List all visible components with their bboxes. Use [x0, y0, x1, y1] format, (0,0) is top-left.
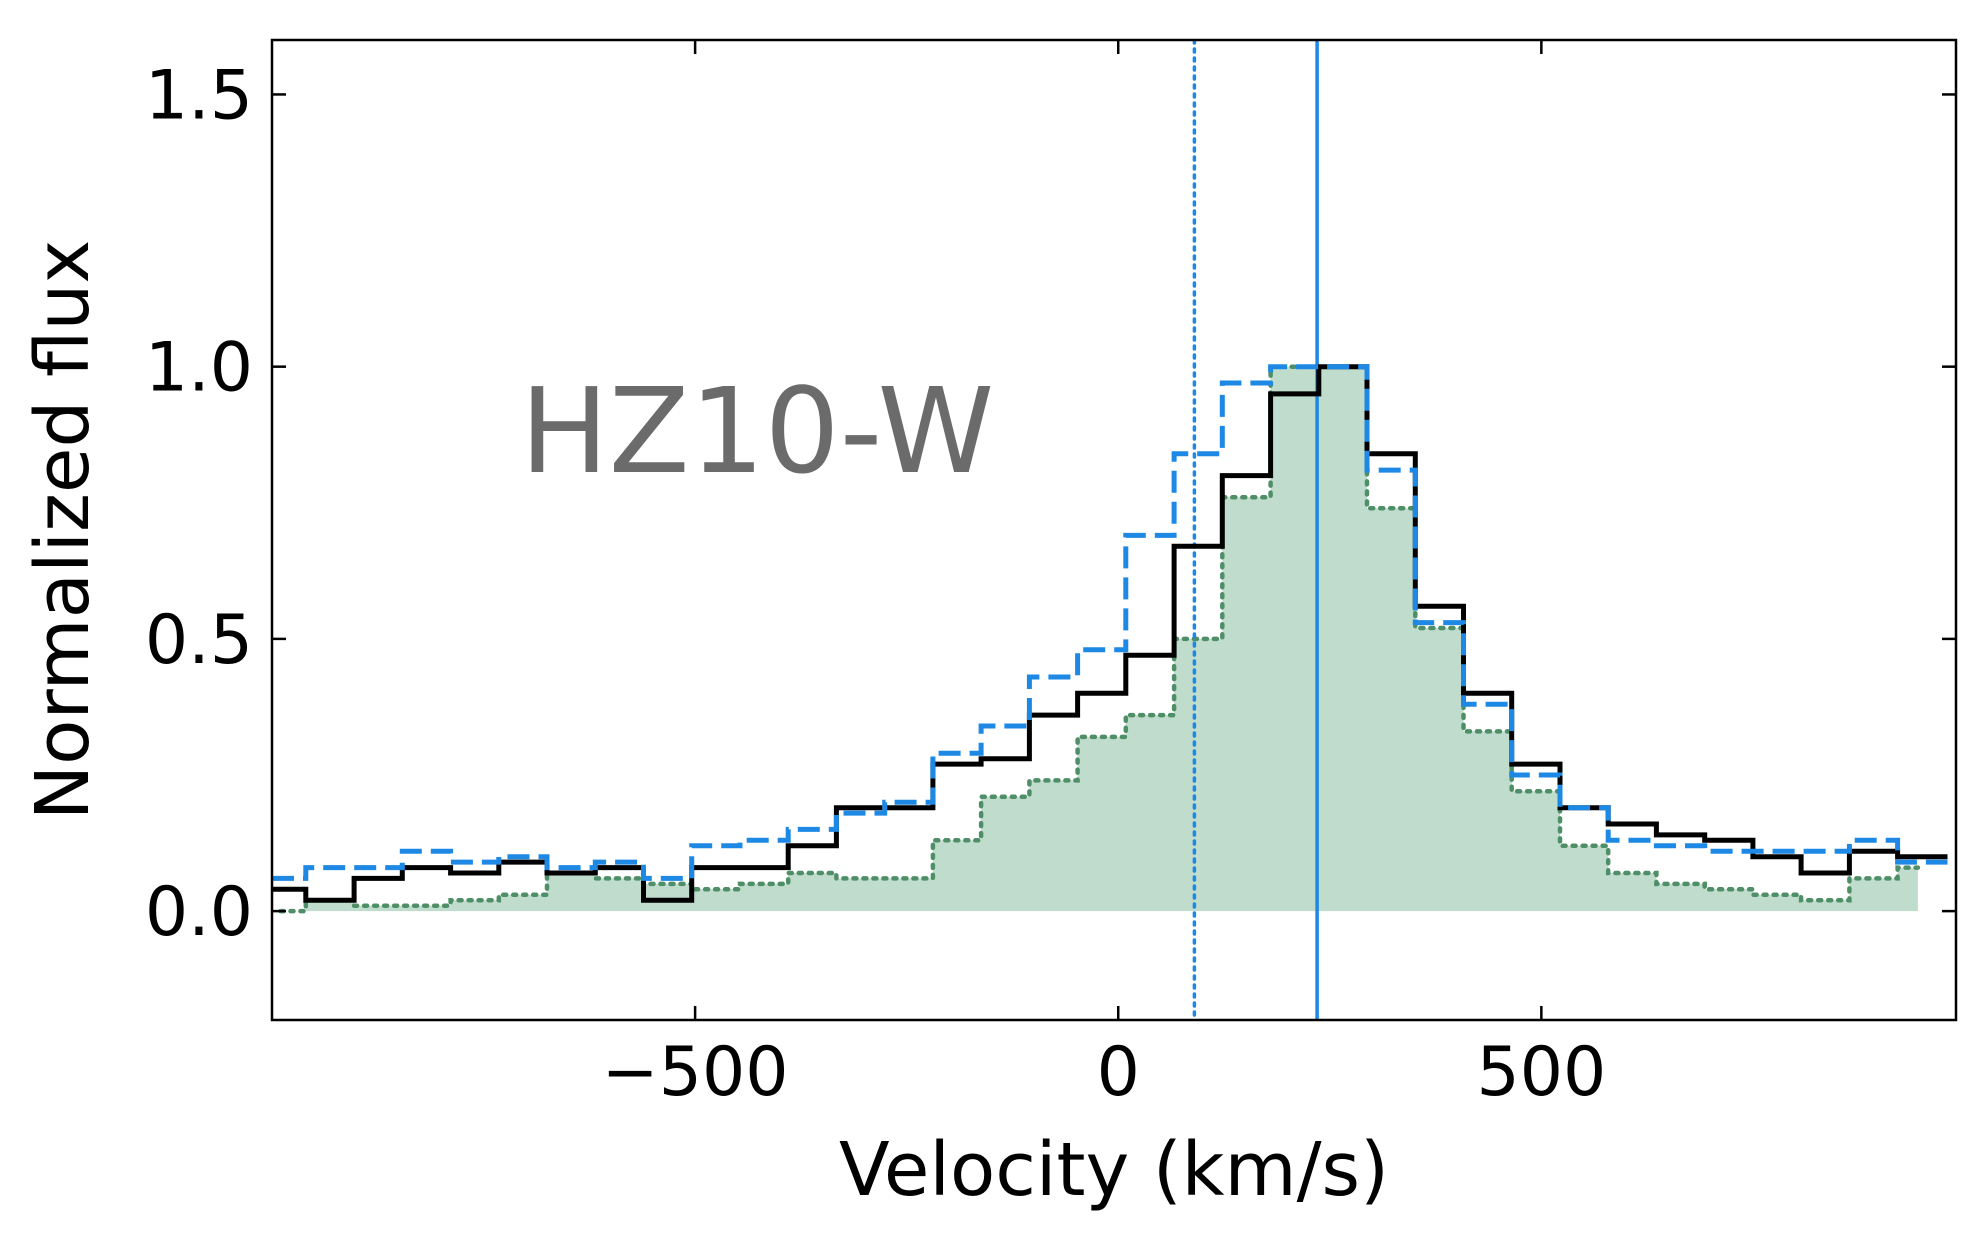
component-step-line: [278, 364, 1921, 914]
x-tick-label: −500: [602, 1033, 789, 1112]
model-step-line: [272, 364, 1948, 881]
x-tick-label: 0: [1097, 1033, 1140, 1112]
component-fill-area: [280, 366, 1918, 912]
plot-frame: [270, 38, 1958, 1022]
y-axis-label: Normalized flux: [20, 240, 106, 820]
y-tick-label: 0.0: [145, 873, 253, 952]
x-tick-label: 500: [1476, 1033, 1606, 1112]
y-tick-label: 1.5: [145, 56, 253, 135]
y-tick-label: 0.5: [145, 601, 253, 680]
y-tick-label: 1.0: [145, 329, 253, 408]
x-axis-label: Velocity (km/s): [839, 1127, 1389, 1213]
annotation-label: HZ10-W: [520, 362, 994, 500]
